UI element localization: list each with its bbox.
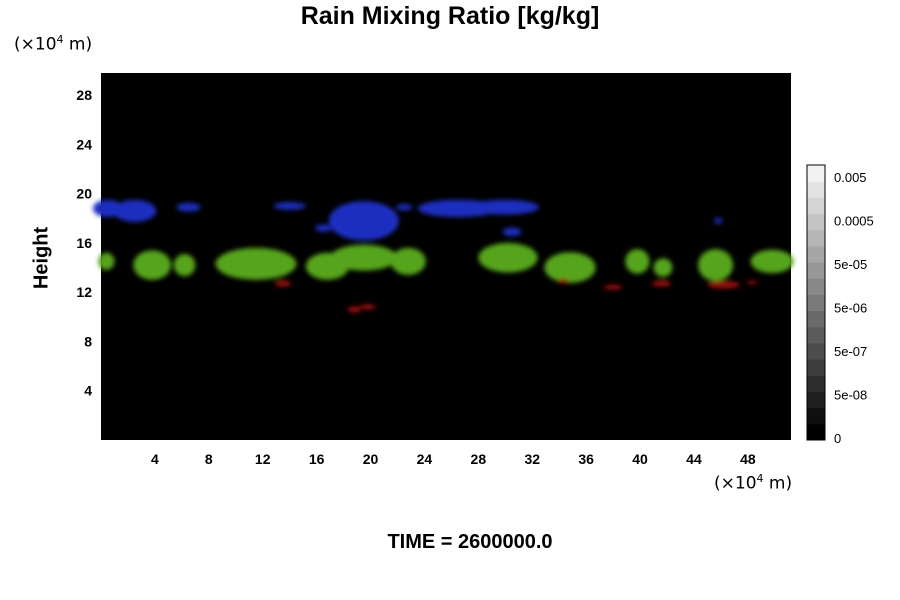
region-blob-lower	[347, 306, 362, 313]
region-blob-lower	[746, 280, 758, 285]
x-tick-labels: 4 8 12 16 20 24 28 32 36 40 44 48	[151, 451, 756, 467]
region-blob-middle	[173, 254, 196, 277]
x-tick-label: 24	[417, 451, 433, 467]
colorbar-label: 5e-05	[834, 257, 867, 272]
region-blob-lower	[652, 280, 672, 287]
colorbar-level	[807, 359, 825, 376]
region-blob-middle	[698, 249, 734, 282]
colorbar-frame	[806, 164, 826, 441]
region-blob-upper	[471, 199, 539, 215]
colorbar-level	[807, 423, 825, 441]
x-tick-label: 20	[363, 451, 379, 467]
y-tick-label: 20	[76, 186, 92, 202]
y-tick-label: 12	[76, 284, 92, 300]
region-blob-middle	[215, 247, 297, 280]
x-tick-label: 36	[578, 451, 594, 467]
y-tick-label: 4	[84, 383, 92, 399]
colorbar-level	[807, 375, 825, 392]
region-blob-upper	[714, 217, 723, 224]
x-tick-label: 4	[151, 451, 159, 467]
colorbar-level	[807, 229, 825, 247]
x-tick-label: 12	[255, 451, 271, 467]
region-blob-lower	[274, 280, 292, 287]
colorbar: 0 5e-08 5e-07 5e-06 5e-05 0.0005 0.005	[806, 164, 874, 446]
region-blob-lower	[359, 304, 376, 310]
y-tick-label: 8	[84, 333, 92, 349]
region-blob-upper	[328, 201, 399, 241]
region-blob-upper	[176, 202, 201, 212]
region-blob-middle	[133, 250, 172, 280]
x-tick-label: 40	[632, 451, 648, 467]
field-regions	[92, 199, 794, 313]
chart-title: Rain Mixing Ratio [kg/kg]	[300, 2, 600, 30]
colorbar-label: 5e-07	[834, 344, 867, 359]
x-tick-label: 16	[309, 451, 325, 467]
y-tick-label: 24	[76, 136, 92, 152]
region-blob-upper	[396, 204, 413, 211]
region-blob-middle	[98, 252, 115, 271]
colorbar-level	[807, 213, 825, 231]
region-blob-middle	[625, 249, 650, 274]
colorbar-label: 0	[834, 431, 841, 446]
x-tick-label: 8	[205, 451, 213, 467]
y-tick-label: 16	[76, 235, 92, 251]
x-tick-label: 28	[471, 451, 487, 467]
x-tick-label: 32	[524, 451, 540, 467]
x-axis-unit: (×104 m)	[714, 472, 793, 494]
colorbar-level	[807, 197, 825, 215]
colorbar-level	[807, 165, 825, 182]
region-blob-middle	[653, 258, 673, 277]
colorbar-level	[807, 262, 825, 279]
colorbar-level	[807, 278, 825, 295]
region-blob-middle	[330, 244, 398, 271]
colorbar-level	[807, 245, 825, 263]
region-blob-middle	[390, 247, 426, 275]
colorbar-label: 5e-06	[834, 301, 867, 316]
colorbar-level	[807, 342, 825, 360]
time-label: TIME = 2600000.0	[387, 531, 553, 553]
region-blob-middle	[750, 249, 794, 274]
colorbar-level	[807, 181, 825, 198]
region-blob-middle	[544, 252, 596, 283]
colorbar-level	[807, 407, 825, 425]
colorbar-label: 5e-08	[834, 388, 867, 403]
colorbar-level	[807, 310, 825, 328]
colorbar-level	[807, 326, 825, 344]
region-blob-lower	[603, 284, 623, 290]
region-blob-upper	[113, 199, 157, 223]
y-tick-labels: 4 8 12 16 20 24 28	[76, 87, 92, 399]
colorbar-label: 0.0005	[834, 214, 874, 229]
plot-area	[101, 73, 791, 440]
x-tick-label: 48	[740, 451, 756, 467]
x-tick-label: 44	[686, 451, 702, 467]
y-axis-unit: (×104 m)	[14, 33, 93, 55]
colorbar-level	[807, 294, 825, 312]
region-blob-lower	[707, 281, 740, 289]
region-blob-upper	[315, 224, 332, 232]
region-blob-upper	[273, 202, 306, 210]
region-blob-upper	[502, 227, 522, 237]
y-tick-label: 28	[76, 87, 92, 103]
region-blob-middle	[478, 242, 538, 273]
colorbar-level	[807, 391, 825, 409]
region-blob-lower	[557, 278, 569, 284]
colorbar-label: 0.005	[834, 170, 867, 185]
